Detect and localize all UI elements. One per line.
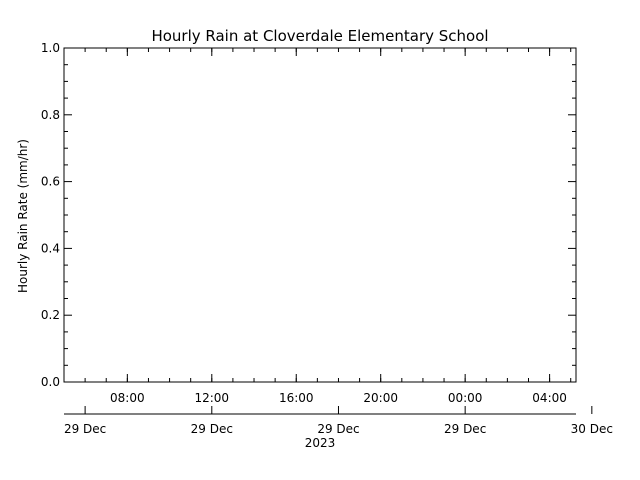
x-tick-label: 00:00 [448, 391, 483, 405]
y-tick-label: 1.0 [41, 41, 60, 55]
date-tick-label: 29 Dec [444, 422, 486, 436]
y-axis-label: Hourly Rain Rate (mm/hr) [16, 139, 30, 293]
y-tick-label: 0.0 [41, 375, 60, 389]
plot-frame [63, 47, 577, 383]
x-tick-label: 16:00 [279, 391, 314, 405]
x-tick-label: 12:00 [194, 391, 229, 405]
chart-title: Hourly Rain at Cloverdale Elementary Sch… [151, 27, 488, 45]
y-tick-label: 0.2 [41, 308, 60, 322]
date-tick-label: 29 Dec [191, 422, 233, 436]
axis-ticks: 0.0 0.2 0.4 0.6 0.8 1.0 08:00 12:00 16:00 20:00 00… [41, 41, 613, 436]
x-tick-label: 08:00 [110, 391, 145, 405]
x-tick-label: 20:00 [363, 391, 398, 405]
y-tick-label: 0.8 [41, 108, 60, 122]
date-tick-label: 30 Dec [571, 422, 613, 436]
date-tick-label: 29 Dec [317, 422, 359, 436]
date-tick-label: 29 Dec [64, 422, 106, 436]
x-tick-label: 04:00 [532, 391, 567, 405]
y-tick-label: 0.4 [41, 241, 60, 255]
year-label: 2023 [305, 436, 336, 450]
y-tick-label: 0.6 [41, 175, 60, 189]
